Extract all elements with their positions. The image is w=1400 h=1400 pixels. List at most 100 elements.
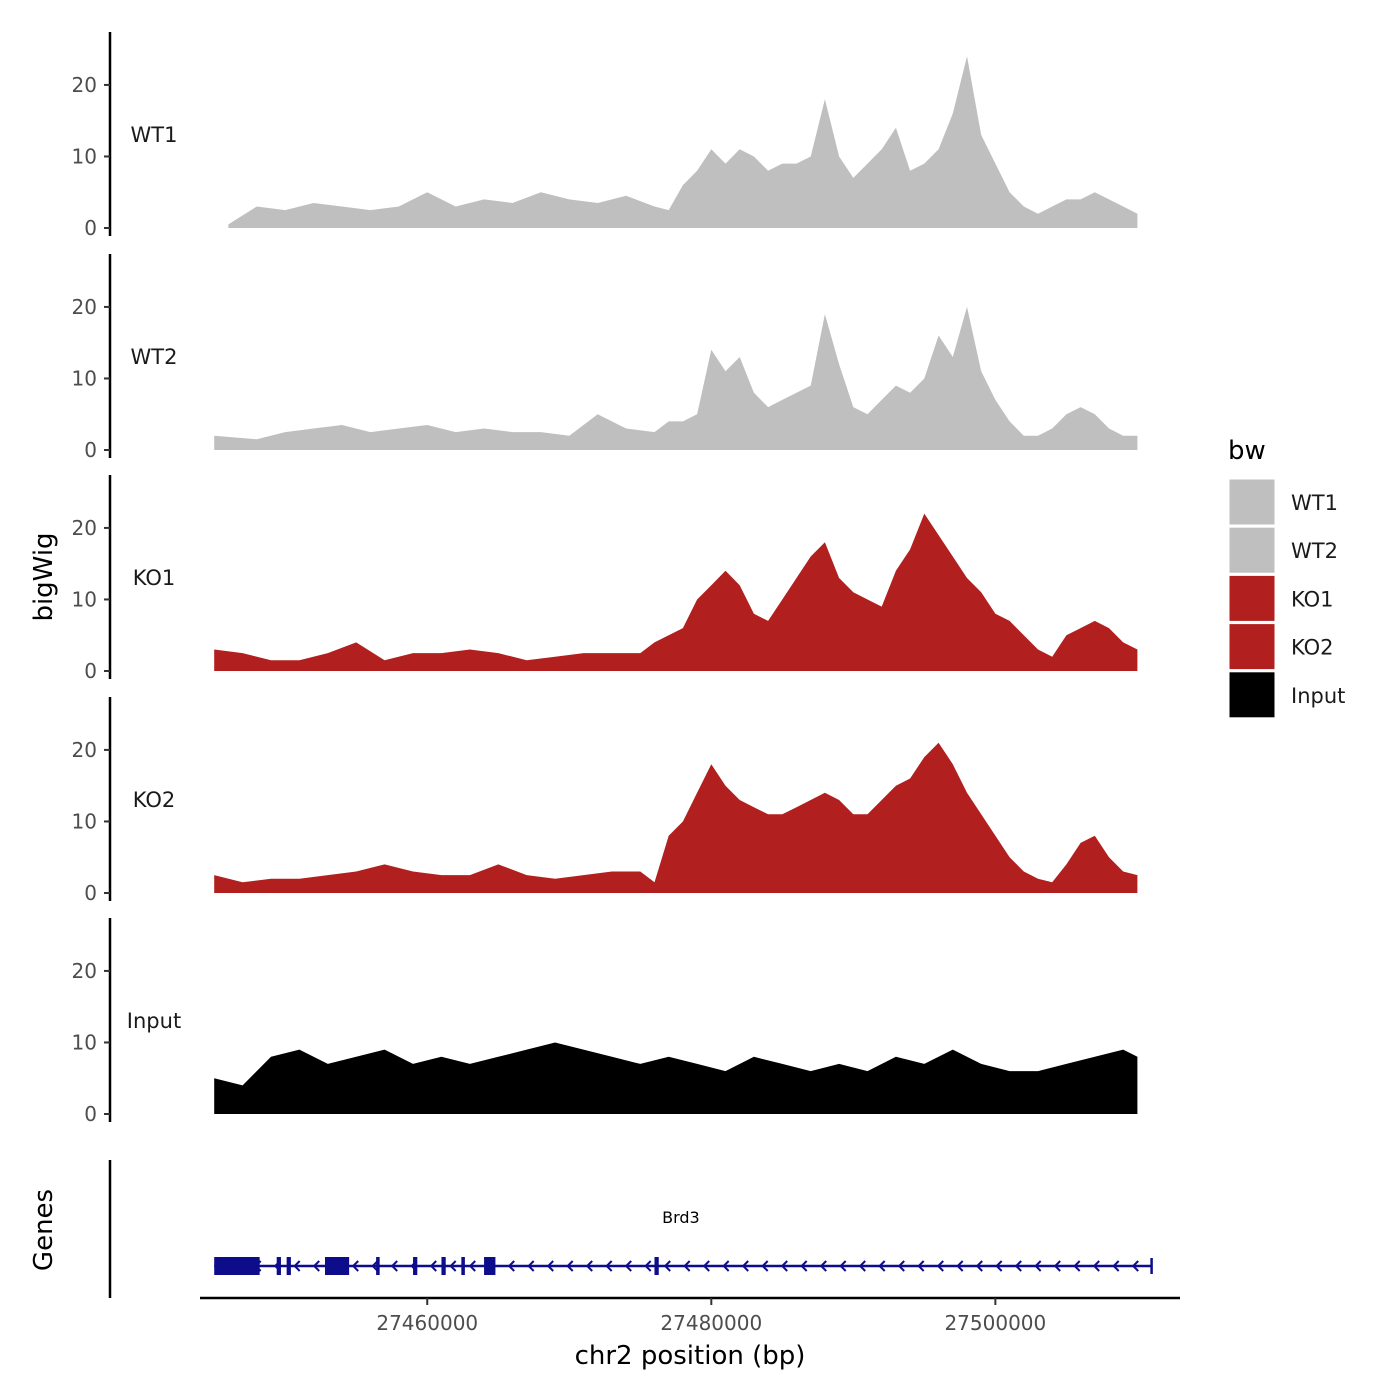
y-tick-label: 10 bbox=[72, 366, 97, 390]
strand-arrow bbox=[527, 1260, 535, 1272]
legend-key-ko1 bbox=[1228, 574, 1276, 622]
strand-arrow bbox=[449, 1260, 457, 1272]
strand-arrow bbox=[975, 1260, 983, 1272]
legend-label-ko2: KO2 bbox=[1291, 636, 1334, 660]
legend: WT1 WT2 KO1 KO2 Input bbox=[1228, 478, 1345, 719]
strand-arrow bbox=[761, 1260, 769, 1272]
track-label: Input bbox=[127, 1009, 181, 1033]
strand-arrow bbox=[1014, 1260, 1022, 1272]
strand-arrow bbox=[917, 1260, 925, 1272]
legend-key-ko2 bbox=[1228, 623, 1276, 671]
y-tick-label: 20 bbox=[72, 516, 97, 540]
strand-arrow bbox=[371, 1260, 379, 1272]
strand-arrow bbox=[605, 1260, 613, 1272]
x-tick-label: 27480000 bbox=[660, 1311, 762, 1335]
y-tick-label: 0 bbox=[84, 881, 97, 905]
strand-arrow bbox=[722, 1260, 730, 1272]
strand-arrow bbox=[839, 1260, 847, 1272]
signal-tracks: 0 10 20 WT1 0 10 20 WT2 0 10 20 KO1 0 10 20 KO2 0 10 20 Inp… bbox=[72, 32, 1138, 1126]
strand-arrow bbox=[390, 1260, 398, 1272]
legend-key-wt1 bbox=[1228, 478, 1276, 526]
y-tick-label: 20 bbox=[72, 959, 97, 983]
x-axis: 27460000 27480000 27500000 bbox=[200, 1296, 1180, 1335]
strand-arrow bbox=[683, 1260, 691, 1272]
x-tick-label: 27500000 bbox=[944, 1311, 1046, 1335]
signal-area-ko1 bbox=[214, 513, 1138, 671]
strand-arrow bbox=[800, 1260, 808, 1272]
gene-exon bbox=[324, 1257, 350, 1275]
signal-area-ko2 bbox=[214, 742, 1138, 893]
strand-arrow bbox=[819, 1260, 827, 1272]
genes-track: Brd3 bbox=[108, 1160, 1153, 1298]
track-label: WT2 bbox=[131, 345, 178, 369]
gene-exon bbox=[461, 1257, 465, 1275]
signal-area-input bbox=[214, 1042, 1138, 1114]
gene-exon bbox=[654, 1257, 659, 1275]
x-tick-label: 27460000 bbox=[376, 1311, 478, 1335]
track-label: KO1 bbox=[133, 566, 176, 590]
track-ko1: 0 10 20 KO1 bbox=[72, 475, 1138, 683]
y-tick-label: 20 bbox=[72, 73, 97, 97]
track-wt2: 0 10 20 WT2 bbox=[72, 254, 1138, 462]
y-tick-label: 20 bbox=[72, 738, 97, 762]
strand-arrow bbox=[878, 1260, 886, 1272]
strand-arrow bbox=[624, 1260, 632, 1272]
y-axis-title: bigWig bbox=[29, 532, 59, 621]
strand-arrow bbox=[468, 1260, 476, 1272]
gene-exon bbox=[441, 1257, 446, 1275]
y-tick-label: 10 bbox=[72, 144, 97, 168]
signal-area-wt1 bbox=[228, 56, 1138, 228]
strand-arrow bbox=[995, 1260, 1003, 1272]
strand-arrow bbox=[566, 1260, 574, 1272]
legend-title: bw bbox=[1228, 436, 1266, 466]
x-axis-title: chr2 position (bp) bbox=[575, 1341, 806, 1371]
track-wt1: 0 10 20 WT1 bbox=[72, 32, 1138, 240]
strand-arrow bbox=[351, 1260, 359, 1272]
track-label: KO2 bbox=[133, 788, 176, 812]
strand-arrow bbox=[1092, 1260, 1100, 1272]
strand-arrow bbox=[956, 1260, 964, 1272]
strand-arrow bbox=[312, 1260, 320, 1272]
strand-arrow bbox=[741, 1260, 749, 1272]
y-tick-label: 20 bbox=[72, 295, 97, 319]
strand-arrow bbox=[1034, 1260, 1042, 1272]
gene-exon bbox=[413, 1257, 418, 1275]
y-tick-label: 0 bbox=[84, 438, 97, 462]
legend-label-input: Input bbox=[1291, 684, 1345, 708]
legend-key-wt2 bbox=[1228, 526, 1276, 574]
strand-arrow bbox=[1131, 1260, 1139, 1272]
strand-arrow bbox=[936, 1260, 944, 1272]
y-tick-label: 0 bbox=[84, 216, 97, 240]
gene-exon bbox=[276, 1257, 281, 1275]
y-tick-label: 10 bbox=[72, 587, 97, 611]
y-tick-label: 0 bbox=[84, 659, 97, 683]
strand-arrow bbox=[546, 1260, 554, 1272]
legend-label-wt1: WT1 bbox=[1291, 491, 1338, 515]
strand-arrow bbox=[1073, 1260, 1081, 1272]
y-tick-label: 10 bbox=[72, 809, 97, 833]
track-input: 0 10 20 Input bbox=[72, 918, 1138, 1126]
gene-exon bbox=[376, 1257, 380, 1275]
legend-label-ko1: KO1 bbox=[1291, 587, 1334, 611]
strand-arrow bbox=[897, 1260, 905, 1272]
legend-key-input bbox=[1228, 671, 1276, 719]
strand-arrow bbox=[1112, 1260, 1120, 1272]
strand-arrow bbox=[858, 1260, 866, 1272]
strand-arrow bbox=[702, 1260, 710, 1272]
strand-arrow bbox=[293, 1260, 301, 1272]
gene-exon bbox=[214, 1257, 260, 1275]
signal-area-wt2 bbox=[214, 306, 1138, 450]
strand-arrow bbox=[780, 1260, 788, 1272]
strand-arrow bbox=[663, 1260, 671, 1272]
gene-name-label: Brd3 bbox=[662, 1208, 700, 1227]
track-ko2: 0 10 20 KO2 bbox=[72, 697, 1138, 905]
gene-exon bbox=[484, 1257, 496, 1275]
y-tick-label: 10 bbox=[72, 1030, 97, 1054]
legend-label-wt2: WT2 bbox=[1291, 539, 1338, 563]
strand-arrow bbox=[1053, 1260, 1061, 1272]
y-tick-label: 0 bbox=[84, 1102, 97, 1126]
strand-arrow bbox=[644, 1260, 652, 1272]
genes-axis-title: Genes bbox=[29, 1189, 59, 1271]
strand-arrow bbox=[429, 1260, 437, 1272]
